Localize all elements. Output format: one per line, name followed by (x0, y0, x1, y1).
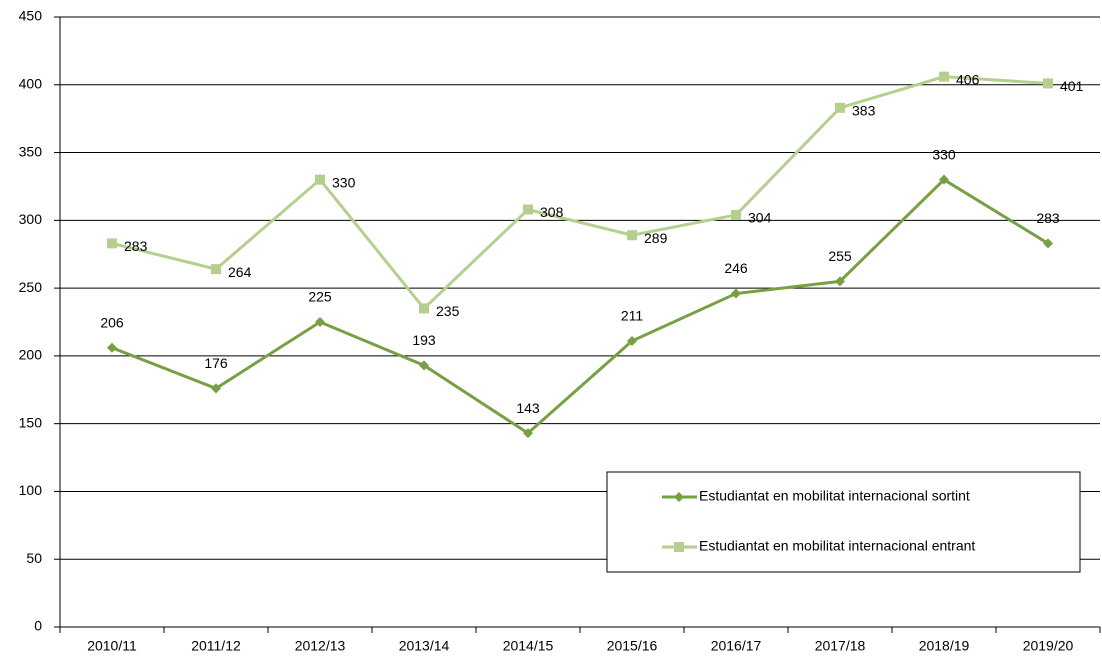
value-label: 401 (1060, 78, 1084, 94)
x-tick-label: 2011/12 (191, 638, 241, 654)
value-label: 264 (228, 264, 252, 280)
y-tick-label: 250 (19, 279, 43, 295)
point (107, 238, 117, 249)
legend-marker (674, 542, 684, 552)
value-label: 246 (724, 260, 748, 276)
point (523, 428, 533, 439)
point (731, 209, 741, 220)
point (939, 174, 949, 185)
legend-box (606, 471, 1081, 573)
x-tick-label: 2018/19 (919, 638, 970, 654)
point (731, 288, 741, 299)
point (835, 276, 845, 287)
x-tick-label: 2019/20 (1023, 638, 1074, 654)
point (939, 71, 949, 82)
point (211, 383, 221, 394)
y-tick-label: 400 (19, 75, 43, 91)
value-label: 211 (621, 308, 644, 324)
x-tick-label: 2010/11 (87, 638, 137, 654)
point (1043, 78, 1053, 89)
y-tick-label: 50 (26, 550, 42, 566)
value-label: 308 (540, 204, 564, 220)
point (419, 303, 429, 314)
value-label: 206 (100, 314, 124, 330)
value-label: 235 (436, 303, 460, 319)
value-label: 289 (644, 230, 668, 246)
point (1043, 238, 1053, 249)
value-label: 330 (332, 174, 356, 190)
x-tick-label: 2017/18 (815, 638, 866, 654)
series-line (111, 177, 1049, 436)
legend-label: Estudiantat en mobilitat internacional s… (699, 488, 970, 504)
value-label: 383 (852, 103, 876, 119)
x-tick-label: 2012/13 (295, 638, 346, 654)
legend-label: Estudiantat en mobilitat internacional e… (699, 538, 975, 554)
y-tick-label: 100 (19, 482, 43, 498)
y-tick-label: 300 (19, 211, 43, 227)
point (523, 204, 533, 215)
value-label: 283 (124, 238, 148, 254)
value-label: 283 (1036, 210, 1060, 226)
y-tick-label: 350 (19, 143, 43, 159)
point (211, 264, 221, 275)
value-label: 255 (828, 248, 852, 264)
value-label: 193 (412, 332, 436, 348)
point (835, 102, 845, 113)
x-tick-label: 2013/14 (399, 638, 450, 654)
legend-marker (674, 492, 684, 502)
x-tick-label: 2014/15 (503, 638, 554, 654)
point (107, 342, 117, 353)
x-tick-label: 2016/17 (711, 638, 762, 654)
value-label: 304 (748, 210, 772, 226)
x-tick-label: 2015/16 (607, 638, 658, 654)
y-tick-label: 450 (19, 8, 43, 24)
point (419, 360, 429, 371)
value-label: 225 (308, 289, 332, 305)
value-label: 406 (956, 71, 980, 87)
value-label: 143 (516, 400, 540, 416)
y-tick-label: 150 (19, 414, 43, 430)
point (627, 335, 637, 346)
point (315, 317, 325, 327)
y-tick-label: 200 (19, 347, 43, 363)
point (627, 230, 637, 241)
y-tick-label: 0 (34, 618, 42, 634)
series-line (111, 75, 1049, 311)
point (315, 174, 325, 185)
value-label: 176 (204, 355, 228, 371)
value-label: 330 (932, 146, 956, 162)
